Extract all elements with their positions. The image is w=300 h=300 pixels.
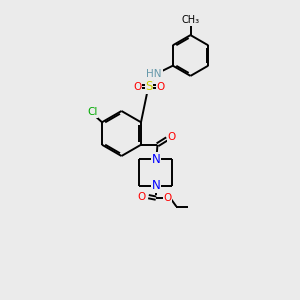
Text: O: O xyxy=(134,82,142,92)
Text: O: O xyxy=(163,193,172,203)
Text: N: N xyxy=(152,153,160,166)
Text: Cl: Cl xyxy=(87,107,98,117)
Text: O: O xyxy=(156,82,165,92)
Text: S: S xyxy=(146,80,153,93)
Text: N: N xyxy=(152,179,160,192)
Text: O: O xyxy=(138,192,146,202)
Text: CH₃: CH₃ xyxy=(182,15,200,25)
Text: O: O xyxy=(167,132,176,142)
Text: HN: HN xyxy=(146,69,162,79)
